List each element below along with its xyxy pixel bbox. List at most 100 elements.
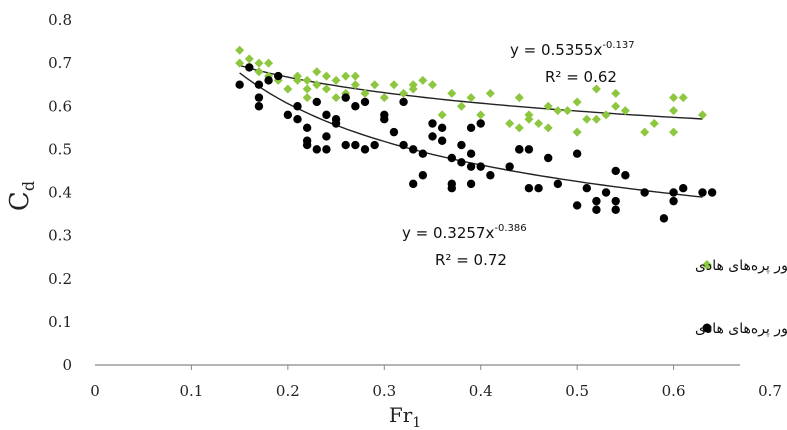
- point-circle: [341, 140, 350, 150]
- point-circle: [254, 80, 264, 89]
- point-diamond: [514, 123, 524, 133]
- point-diamond: [302, 84, 312, 94]
- point-diamond: [485, 88, 495, 98]
- y-tick-label: 0.5: [48, 140, 72, 158]
- y-tick-label: 0.1: [48, 313, 72, 331]
- point-diamond: [572, 127, 582, 137]
- x-tick-label: 0.2: [276, 382, 300, 400]
- x-tick-label: 0.7: [758, 382, 782, 400]
- point-circle: [418, 149, 428, 158]
- point-diamond: [553, 106, 563, 116]
- point-circle: [254, 93, 264, 102]
- point-diamond: [350, 71, 360, 81]
- point-circle: [283, 110, 293, 120]
- point-circle: [466, 179, 476, 189]
- point-circle: [621, 171, 630, 180]
- point-diamond: [341, 71, 351, 81]
- point-diamond: [254, 58, 264, 68]
- point-diamond: [312, 80, 322, 90]
- point-diamond: [649, 119, 659, 128]
- point-circle: [274, 71, 283, 81]
- point-circle: [466, 149, 476, 158]
- point-circle: [341, 93, 350, 102]
- x-tick-label: 0.3: [372, 382, 396, 400]
- point-diamond: [283, 84, 293, 94]
- point-circle: [466, 162, 476, 171]
- point-diamond: [331, 75, 341, 85]
- point-circle: [592, 205, 601, 214]
- point-circle: [302, 123, 312, 133]
- point-circle: [351, 140, 360, 150]
- point-diamond: [399, 88, 409, 98]
- point-diamond: [331, 93, 341, 103]
- x-tick-label: 0.6: [662, 382, 686, 400]
- point-circle: [399, 140, 408, 150]
- point-diamond: [244, 54, 254, 64]
- point-circle: [389, 127, 399, 137]
- point-circle: [418, 171, 428, 180]
- point-circle: [698, 188, 707, 197]
- point-diamond: [669, 106, 679, 116]
- point-diamond: [591, 114, 601, 124]
- point-circle: [611, 196, 620, 206]
- point-circle: [235, 80, 244, 89]
- x-axis-title: Fr1: [389, 403, 421, 430]
- point-diamond: [669, 127, 679, 137]
- y-tick-label: 0.6: [48, 97, 72, 115]
- point-diamond: [360, 88, 370, 98]
- x-tick-label: 0.5: [565, 382, 589, 400]
- y-tick-label: 0.4: [48, 184, 72, 202]
- point-circle: [312, 145, 321, 154]
- point-diamond: [611, 101, 621, 111]
- point-circle: [476, 119, 485, 128]
- point-diamond: [534, 119, 544, 128]
- point-circle: [679, 183, 688, 193]
- point-circle: [466, 123, 476, 133]
- trendline-r2-2: R² = 0.72: [435, 251, 507, 269]
- y-tick-label: 0.7: [48, 54, 72, 72]
- point-circle: [312, 97, 321, 107]
- point-circle: [437, 136, 447, 145]
- point-diamond: [514, 93, 524, 103]
- point-diamond: [312, 67, 322, 77]
- point-diamond: [476, 110, 486, 120]
- point-circle: [457, 158, 466, 167]
- point-diamond: [591, 84, 601, 94]
- point-circle: [409, 145, 418, 154]
- axes: 0 0.1 0.2 0.3 0.4 0.5 0.6 0.7 0 0.1 0.2 0.3 0.4 0.5 0.…: [48, 11, 782, 400]
- y-tick-label: 0: [62, 356, 72, 374]
- point-circle: [264, 76, 273, 85]
- legend-label-series-2: بدون حضور پره‌های هادی: [695, 321, 787, 337]
- point-diamond: [678, 93, 688, 103]
- point-circle: [611, 166, 620, 176]
- point-circle: [447, 153, 456, 163]
- point-diamond: [302, 93, 312, 103]
- point-circle: [611, 205, 620, 214]
- point-diamond: [447, 88, 457, 98]
- trendline-equation-2: y = 0.3257x-0.386: [402, 223, 527, 242]
- point-diamond: [321, 84, 331, 94]
- point-circle: [437, 123, 447, 133]
- point-circle: [447, 183, 456, 193]
- y-axis-title: Cd: [5, 181, 38, 211]
- point-circle: [457, 140, 466, 150]
- point-diamond: [389, 80, 399, 90]
- point-circle: [524, 145, 534, 154]
- data-points: [235, 45, 717, 223]
- point-circle: [302, 140, 312, 150]
- point-circle: [360, 97, 370, 107]
- legend-label-series-1: با حضور پره‌های هادی: [695, 258, 787, 274]
- point-diamond: [543, 101, 553, 111]
- point-circle: [524, 183, 534, 193]
- point-circle: [331, 119, 341, 128]
- point-diamond: [370, 80, 380, 90]
- point-diamond: [563, 106, 572, 116]
- point-circle: [245, 63, 254, 72]
- point-circle: [399, 97, 408, 107]
- y-tick-label: 0.3: [48, 227, 72, 245]
- point-circle: [476, 162, 485, 171]
- point-circle: [640, 188, 649, 197]
- point-diamond: [235, 58, 245, 68]
- point-circle: [322, 110, 331, 120]
- point-diamond: [601, 110, 611, 120]
